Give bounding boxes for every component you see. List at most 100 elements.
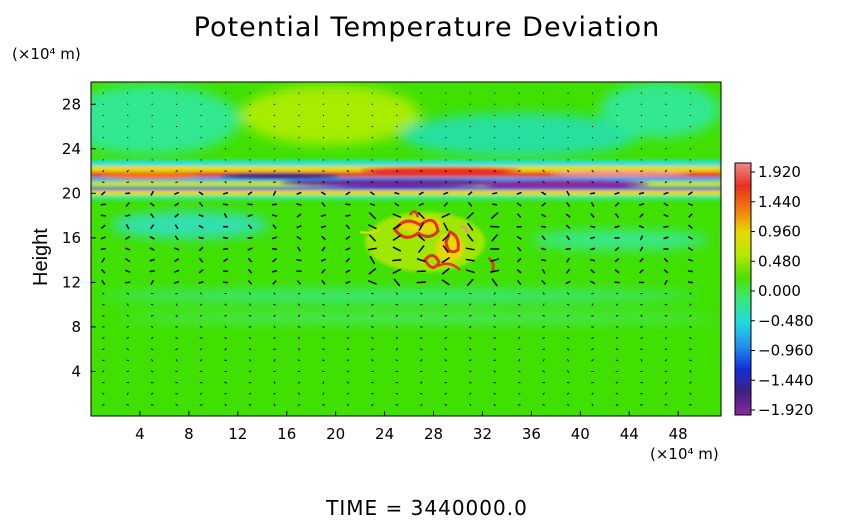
- wind-vector: [322, 360, 324, 361]
- wind-vector: [494, 93, 495, 94]
- cool-band-mid-left: [110, 211, 270, 239]
- wind-vector: [298, 104, 299, 105]
- wind-vector: [641, 104, 642, 105]
- wind-vector: [101, 204, 106, 205]
- upper-stable-layer: [91, 160, 721, 200]
- wind-vector: [249, 182, 251, 183]
- wind-vector: [250, 159, 251, 160]
- y-tick-label: 28: [62, 95, 81, 113]
- y-tick-label: 8: [71, 318, 81, 336]
- wind-vector: [103, 126, 104, 127]
- y-tick-label: 12: [62, 273, 81, 291]
- wind-vector: [617, 148, 618, 149]
- wind-vector: [592, 148, 593, 149]
- wind-vector: [666, 115, 667, 116]
- wind-vector: [201, 159, 202, 160]
- x-tick-label: 48: [669, 425, 688, 443]
- wind-vector: [592, 159, 593, 160]
- wind-vector: [224, 393, 226, 394]
- x-tick-label: 28: [424, 425, 443, 443]
- wind-vector: [519, 126, 520, 127]
- wind-vector: [101, 249, 106, 250]
- wind-vector: [470, 137, 471, 138]
- wind-vector: [297, 260, 302, 261]
- y-tick-label: 24: [62, 140, 81, 158]
- wind-vector: [372, 126, 373, 127]
- wind-vector: [690, 115, 691, 116]
- wind-vector: [445, 126, 446, 127]
- wind-vector: [492, 204, 497, 205]
- wind-vector: [372, 160, 373, 161]
- wind-vector: [321, 226, 326, 227]
- wind-vector: [127, 93, 128, 94]
- wind-vector: [223, 237, 228, 238]
- wind-vector: [665, 371, 667, 372]
- wind-vector: [641, 126, 642, 127]
- wind-vector: [274, 93, 275, 94]
- wind-vector: [615, 282, 620, 283]
- wind-vector: [494, 115, 495, 116]
- colorbar-label: −0.960: [758, 342, 814, 360]
- wind-vector: [372, 104, 373, 105]
- x-tick-label: 24: [375, 425, 394, 443]
- wind-vector: [151, 315, 153, 316]
- wind-vector: [396, 126, 397, 127]
- wind-vector: [225, 148, 226, 149]
- x-tick-label: 8: [184, 425, 194, 443]
- colorbar-label: −0.480: [758, 312, 814, 330]
- warm-patch-upper: [240, 85, 420, 145]
- wind-vector: [175, 182, 177, 183]
- wind-vector: [348, 93, 349, 94]
- wind-vector: [494, 126, 495, 127]
- y-tick-label: 16: [62, 229, 81, 247]
- wind-vector: [566, 249, 571, 250]
- x-tick-label: 4: [135, 425, 145, 443]
- wind-vector: [541, 226, 546, 227]
- wind-vector: [494, 148, 495, 149]
- wind-vector: [127, 137, 128, 138]
- wind-vector: [616, 93, 617, 94]
- colorbar-gradient: [735, 163, 751, 415]
- wind-vector: [617, 137, 618, 138]
- wind-vector: [345, 204, 350, 205]
- wind-vector: [567, 304, 569, 305]
- wind-vector: [421, 148, 422, 149]
- wind-vector: [519, 93, 520, 94]
- cool-band-mid-right: [530, 230, 710, 250]
- wind-vector: [666, 137, 667, 138]
- wind-vector: [201, 115, 202, 116]
- wind-vector: [568, 148, 569, 149]
- wind-vector: [494, 159, 495, 160]
- wind-vector: [127, 148, 128, 149]
- wind-vector: [641, 137, 642, 138]
- wind-vector: [470, 104, 471, 105]
- wind-vector: [689, 327, 691, 328]
- wind-vector: [152, 104, 153, 105]
- wind-vector: [201, 126, 202, 127]
- wind-vector: [323, 149, 324, 150]
- wind-vector: [568, 160, 569, 161]
- x-tick-label: 12: [228, 425, 247, 443]
- wind-vector: [371, 293, 373, 294]
- colorbar: 1.9201.4400.9600.4800.000−0.480−0.960−1.…: [735, 163, 814, 419]
- wind-vector: [640, 327, 642, 328]
- wind-vector: [445, 148, 446, 149]
- cool-band-lower-2: [120, 313, 720, 323]
- wind-vector: [274, 160, 275, 161]
- wind-vector: [298, 371, 300, 372]
- wind-vector: [176, 137, 177, 138]
- wind-vector: [568, 104, 569, 105]
- wind-vector: [665, 293, 667, 294]
- colorbar-label: −1.920: [758, 401, 814, 419]
- wind-vector: [543, 159, 544, 160]
- wind-vector: [225, 159, 226, 160]
- wind-vector: [445, 115, 446, 116]
- wind-vector: [421, 115, 422, 116]
- wind-vector: [666, 126, 667, 127]
- wind-vector: [323, 160, 324, 161]
- wind-vector: [396, 182, 398, 183]
- wind-vector: [690, 148, 691, 149]
- colorbar-label: 0.000: [758, 282, 801, 300]
- wind-vector: [470, 126, 471, 127]
- wind-vector: [345, 215, 350, 216]
